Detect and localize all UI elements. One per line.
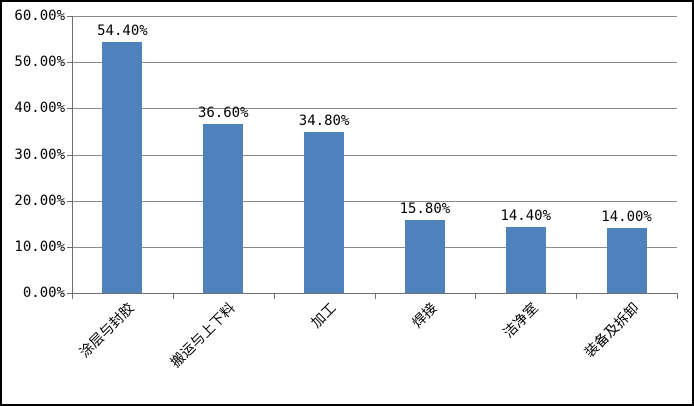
y-axis-tick — [67, 246, 72, 248]
bar-value-label: 54.40% — [97, 22, 148, 39]
y-axis-tick — [67, 62, 72, 64]
y-axis-tick — [67, 200, 72, 202]
x-axis-tick — [72, 294, 73, 299]
bar-value-label: 14.00% — [601, 209, 652, 226]
y-axis-tick-label: 20.00% — [14, 192, 65, 209]
y-axis-tick-label: 40.00% — [14, 100, 65, 117]
gridline — [72, 16, 677, 17]
x-axis-category-label: 加工 — [308, 300, 340, 332]
x-axis-tick — [374, 294, 376, 299]
y-axis-tick-label: 60.00% — [14, 8, 65, 24]
y-axis-tick — [67, 293, 72, 294]
bar-3 — [304, 132, 345, 293]
plot-area: 54.40% 36.60% 34.80% 15.80% 14.40% 14.00% — [72, 16, 677, 293]
y-axis-tick-label: 0.00% — [22, 285, 65, 301]
bar-value-label: 34.80% — [298, 113, 350, 130]
gridline — [72, 62, 677, 64]
bar-value-label: 36.60% — [197, 105, 249, 122]
x-axis-category-label: 搬运与上下料 — [168, 300, 239, 372]
bar-value-label: 15.80% — [399, 201, 451, 218]
x-axis-category-label: 涂层与封胶 — [77, 300, 139, 362]
bar-6 — [606, 228, 647, 293]
x-axis-tick — [677, 294, 678, 299]
bar-value-label: 14.40% — [500, 207, 552, 224]
y-axis-tick-label: 50.00% — [14, 54, 65, 71]
bar-2 — [203, 124, 244, 293]
gridline — [72, 108, 677, 110]
x-axis-category-label: 焊接 — [409, 300, 441, 332]
y-axis-tick-label: 10.00% — [14, 238, 65, 255]
y-axis-tick — [67, 16, 72, 17]
x-axis-tick — [273, 294, 275, 299]
bar-5 — [505, 226, 546, 293]
x-axis-tick — [172, 294, 174, 299]
bar-4 — [404, 220, 445, 293]
gridline — [72, 246, 677, 248]
x-axis-tick — [576, 294, 578, 299]
bar-1 — [102, 41, 143, 293]
gridline — [72, 154, 677, 156]
gridline — [72, 200, 677, 202]
x-axis-line — [72, 293, 678, 294]
y-axis-tick — [67, 154, 72, 156]
y-axis-line — [72, 16, 73, 293]
y-axis-tick — [67, 108, 72, 110]
y-axis-tick-label: 30.00% — [14, 146, 65, 163]
x-axis-tick — [475, 294, 477, 299]
x-axis-category-label: 洁净室 — [500, 300, 542, 342]
x-axis-category-label: 装备及拆卸 — [581, 300, 643, 362]
